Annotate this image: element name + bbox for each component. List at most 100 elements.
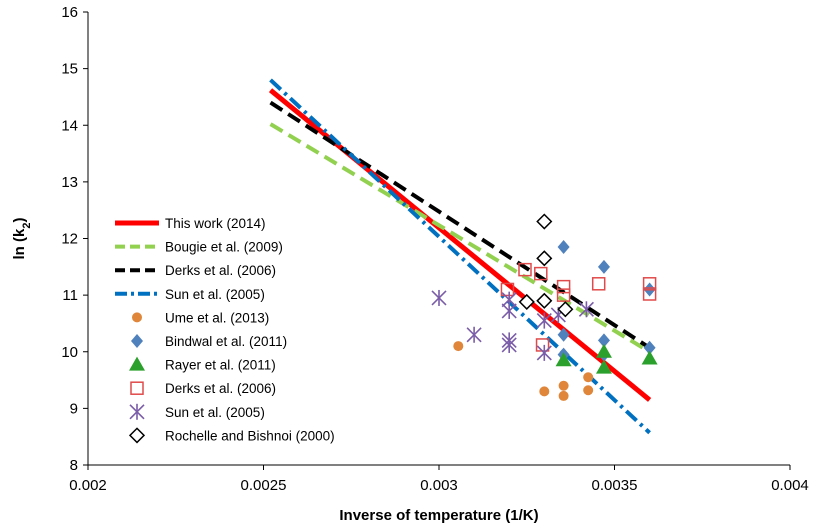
data-point xyxy=(453,341,464,352)
legend-entry: Rochelle and Bishnoi (2000) xyxy=(128,427,335,444)
legend-swatch xyxy=(132,312,142,323)
data-point xyxy=(591,277,606,291)
marker-shape xyxy=(556,288,571,302)
data-point xyxy=(557,301,574,318)
data-point xyxy=(539,386,550,397)
y-tick-label: 10 xyxy=(61,344,78,361)
legend-label: Derks et al. (2006) xyxy=(165,263,276,278)
data-point xyxy=(535,338,550,352)
legend-swatch xyxy=(129,403,145,420)
marker-shape xyxy=(539,386,550,397)
legend-entry: Derks et al. (2006) xyxy=(130,381,276,396)
data-point xyxy=(500,282,515,297)
data-point xyxy=(597,333,610,348)
legend-swatch xyxy=(129,356,145,371)
data-point xyxy=(558,380,569,391)
legend-entry: Derks et al. (2006) xyxy=(115,263,276,278)
data-point xyxy=(501,336,517,353)
marker-shape xyxy=(643,340,656,355)
y-tick-label: 11 xyxy=(62,287,78,304)
marker-shape xyxy=(556,279,571,294)
data-points xyxy=(431,213,658,401)
marker-shape xyxy=(534,266,548,281)
data-point xyxy=(534,266,548,281)
y-tick-label: 13 xyxy=(61,174,78,191)
legend-entry: Rayer et al. (2011) xyxy=(129,356,276,373)
marker-shape xyxy=(555,352,572,367)
legend-label: Bougie et al. (2009) xyxy=(165,240,283,255)
fit-line xyxy=(268,88,652,402)
data-point xyxy=(641,350,658,365)
data-point xyxy=(431,289,447,306)
data-point xyxy=(536,250,553,267)
data-point xyxy=(466,326,482,343)
legend-entry: Ume et al. (2013) xyxy=(132,310,269,325)
marker-shape xyxy=(536,292,553,309)
marker-shape xyxy=(642,277,657,291)
data-point xyxy=(595,359,612,374)
data-point xyxy=(536,312,552,329)
y-axis-title-subscript: 2 xyxy=(21,223,33,229)
x-tick-label: 0.004 xyxy=(771,477,809,494)
legend-swatch xyxy=(131,334,143,348)
data-point xyxy=(558,390,569,401)
marker-shape xyxy=(583,372,594,383)
legend-label: Sun et al. (2005) xyxy=(165,287,265,302)
legend-entry: Sun et al. (2005) xyxy=(115,287,265,302)
data-point xyxy=(555,352,572,367)
marker-shape xyxy=(595,343,612,358)
marker-shape xyxy=(536,213,553,230)
y-tick-label: 9 xyxy=(70,400,78,417)
data-point xyxy=(501,302,517,319)
axes: 8 9 10 11 12 13 14 15 16 0.002 0.0025 0.003 0.0035 0.… xyxy=(61,4,808,494)
x-tick-label: 0.0025 xyxy=(241,477,287,494)
legend-entry: Bougie et al. (2009) xyxy=(115,240,283,255)
marker-shape xyxy=(597,333,610,348)
axis-titles: Inverse of temperature (1/K) ln (k2) xyxy=(11,218,539,524)
y-axis-title: ln (k2) xyxy=(11,218,33,260)
marker-shape xyxy=(535,338,550,352)
marker-shape xyxy=(128,427,146,444)
data-point xyxy=(642,277,657,291)
legend-entry: Sun et al. (2005) xyxy=(129,403,265,420)
marker-shape xyxy=(641,350,658,365)
marker-shape xyxy=(558,380,569,391)
fit-lines xyxy=(268,78,652,435)
marker-shape xyxy=(557,239,570,254)
marker-shape xyxy=(597,259,610,274)
data-point xyxy=(642,287,657,301)
data-point xyxy=(518,262,532,277)
y-axis-title-close: ) xyxy=(11,218,28,223)
data-point xyxy=(518,293,535,310)
fit-line xyxy=(269,100,651,350)
y-tick-label: 12 xyxy=(61,231,78,248)
data-point xyxy=(597,259,610,274)
marker-shape xyxy=(518,293,535,310)
marker-shape xyxy=(132,312,142,323)
marker-shape xyxy=(557,301,574,318)
marker-shape xyxy=(536,250,553,267)
data-point xyxy=(556,279,571,294)
marker-shape xyxy=(558,390,569,401)
x-tick-label: 0.002 xyxy=(69,477,107,494)
x-tick-label: 0.003 xyxy=(420,477,458,494)
legend-swatch xyxy=(128,427,146,444)
legend-label: This work (2014) xyxy=(165,216,266,231)
data-point xyxy=(643,340,656,355)
legend-label: Bindwal et al. (2011) xyxy=(165,334,287,349)
marker-shape xyxy=(130,381,144,395)
data-point xyxy=(556,288,571,302)
marker-shape xyxy=(642,287,657,301)
x-tick-label: 0.0035 xyxy=(592,477,638,494)
fit-line xyxy=(269,122,651,354)
y-tick-label: 14 xyxy=(61,117,78,134)
marker-shape xyxy=(500,282,515,297)
legend-label: Rochelle and Bishnoi (2000) xyxy=(165,428,335,443)
marker-shape xyxy=(591,277,606,291)
x-axis-title: Inverse of temperature (1/K) xyxy=(339,507,538,524)
marker-shape xyxy=(518,262,532,277)
legend-label: Rayer et al. (2011) xyxy=(165,358,276,373)
data-point xyxy=(536,292,553,309)
data-point xyxy=(578,301,594,318)
